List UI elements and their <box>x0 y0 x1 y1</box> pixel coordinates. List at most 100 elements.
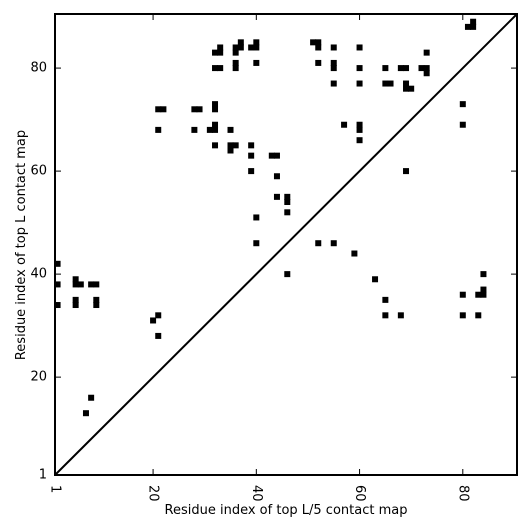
contact-point-lower <box>72 281 79 288</box>
plot-frame <box>54 13 518 476</box>
contact-point-upper <box>155 126 162 133</box>
contact-point-upper <box>284 193 291 200</box>
contact-point-upper <box>330 65 337 72</box>
contact-point-upper <box>248 152 255 159</box>
contact-point-lower <box>284 271 291 278</box>
contact-point-upper <box>273 152 280 159</box>
contact-point-upper <box>212 142 219 149</box>
contact-point-lower <box>397 312 404 319</box>
contact-point-upper <box>470 23 477 30</box>
contact-point-upper <box>403 65 410 72</box>
contact-point-upper <box>273 173 280 180</box>
contact-point-upper <box>315 44 322 51</box>
contact-point-upper <box>232 44 239 51</box>
contact-point-upper <box>212 106 219 113</box>
contact-point-upper <box>464 23 471 30</box>
contact-point-upper <box>227 126 234 133</box>
x-tick-label: 1 <box>48 485 63 493</box>
contact-point-upper <box>212 126 219 133</box>
contact-point-lower <box>382 312 389 319</box>
contact-point-lower <box>93 296 100 303</box>
contact-point-upper <box>408 85 415 92</box>
contact-point-lower <box>88 394 95 401</box>
contact-point-upper <box>273 193 280 200</box>
contact-point-lower <box>72 276 79 283</box>
contact-point-upper <box>196 106 203 113</box>
data-points-layer <box>54 18 487 417</box>
contact-point-lower <box>459 291 466 298</box>
contact-point-upper <box>459 121 466 128</box>
contact-point-upper <box>212 65 219 72</box>
x-tick-label: 40 <box>249 485 264 502</box>
contact-point-lower <box>382 296 389 303</box>
contact-point-lower <box>155 312 162 319</box>
contact-point-lower <box>82 410 89 417</box>
contact-point-upper <box>387 80 394 87</box>
contact-point-upper <box>232 142 239 149</box>
contact-point-upper <box>356 121 363 128</box>
contact-point-upper <box>423 70 430 77</box>
contact-point-upper <box>248 142 255 149</box>
contact-point-upper <box>155 106 162 113</box>
contact-point-upper <box>356 137 363 144</box>
contact-point-lower <box>315 240 322 247</box>
contact-point-upper <box>237 44 244 51</box>
contact-point-lower <box>372 276 379 283</box>
x-axis-ticks: 1 20 40 60 80 <box>48 14 470 502</box>
contact-point-upper <box>212 49 219 56</box>
contact-point-upper <box>382 65 389 72</box>
contact-point-upper <box>356 126 363 133</box>
contact-point-upper <box>227 142 234 149</box>
contact-point-upper <box>284 199 291 206</box>
contact-point-upper <box>330 59 337 66</box>
contact-point-lower <box>72 296 79 303</box>
contact-point-upper <box>248 44 255 51</box>
contact-point-upper <box>253 240 260 247</box>
contact-point-lower <box>480 286 487 293</box>
contact-point-lower <box>475 291 482 298</box>
contact-point-lower <box>480 291 487 298</box>
contact-point-lower <box>351 250 358 257</box>
x-tick-label: 60 <box>352 485 367 502</box>
contact-point-lower <box>330 240 337 247</box>
contact-point-upper <box>253 214 260 221</box>
contact-point-lower <box>93 302 100 309</box>
contact-point-upper <box>237 39 244 46</box>
contact-point-upper <box>423 65 430 72</box>
x-tick-label: 20 <box>146 485 161 502</box>
contact-point-upper <box>232 49 239 56</box>
contact-point-lower <box>54 260 61 267</box>
y-tick-label: 1 <box>39 468 47 483</box>
contact-point-lower <box>475 312 482 319</box>
contact-point-lower <box>77 281 84 288</box>
contact-point-upper <box>315 59 322 66</box>
contact-point-upper <box>212 101 219 108</box>
contact-point-lower <box>72 302 79 309</box>
contact-point-lower <box>459 312 466 319</box>
contact-point-upper <box>356 80 363 87</box>
contact-point-upper <box>268 152 275 159</box>
contact-point-upper <box>191 126 198 133</box>
contact-point-upper <box>310 39 317 46</box>
contact-point-upper <box>470 18 477 25</box>
contact-point-upper <box>330 80 337 87</box>
diagonal-line <box>54 13 518 476</box>
contact-point-upper <box>253 44 260 51</box>
contact-point-upper <box>403 85 410 92</box>
contact-point-upper <box>459 101 466 108</box>
contact-point-lower <box>54 302 61 309</box>
contact-point-upper <box>232 65 239 72</box>
contact-point-upper <box>206 126 213 133</box>
contact-point-upper <box>253 39 260 46</box>
x-tick-label: 80 <box>455 485 470 502</box>
contact-point-upper <box>356 65 363 72</box>
contact-point-upper <box>253 59 260 66</box>
contact-point-upper <box>403 80 410 87</box>
contact-point-upper <box>397 65 404 72</box>
contact-point-upper <box>382 80 389 87</box>
y-axis-ticks: 1 20 40 60 80 <box>30 61 517 483</box>
contact-point-lower <box>54 281 61 288</box>
contact-point-upper <box>403 168 410 175</box>
x-axis-label: Residue index of top L/5 contact map <box>165 503 408 518</box>
